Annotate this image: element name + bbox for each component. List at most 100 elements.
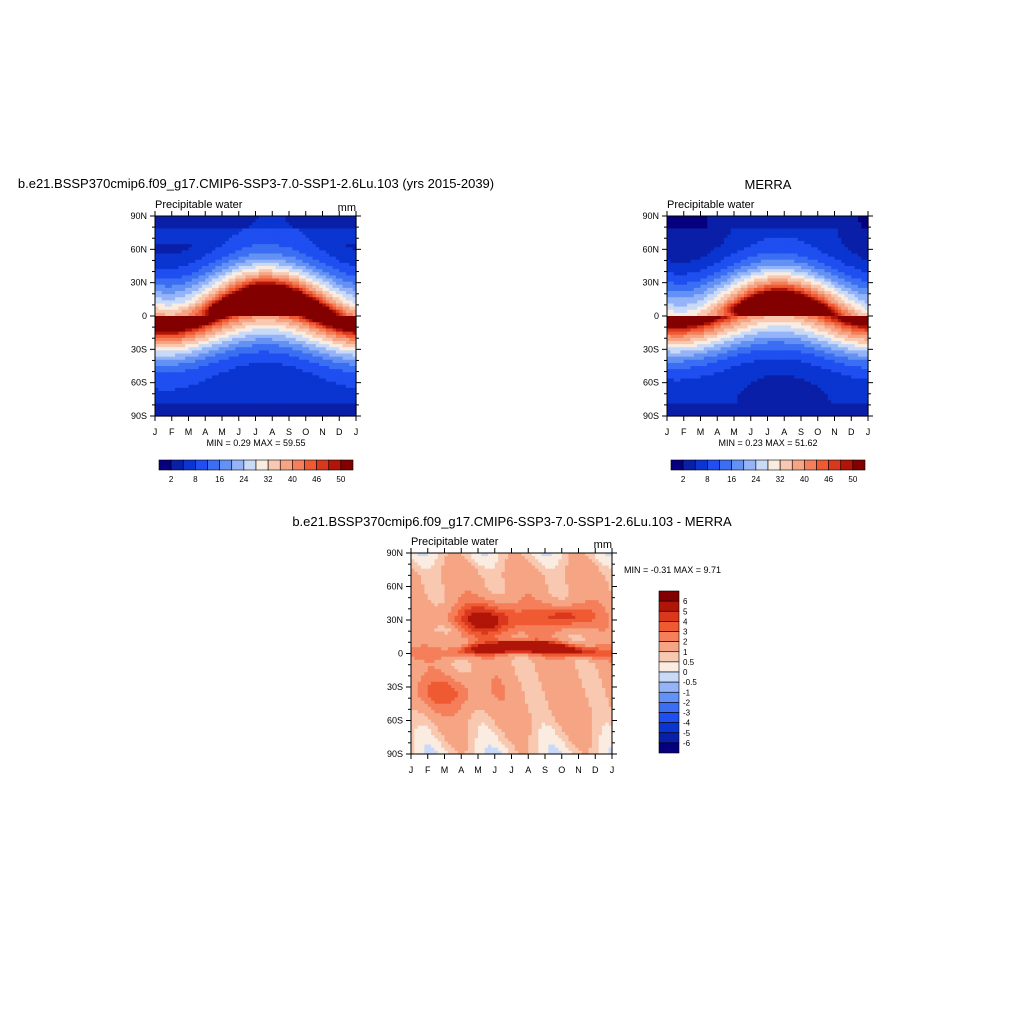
heatmap-cell xyxy=(191,259,196,264)
heatmap-cell xyxy=(265,222,270,226)
heatmap-cell xyxy=(268,384,273,389)
heatmap-cell xyxy=(339,250,344,255)
heatmap-cell xyxy=(218,241,223,245)
heatmap-cell xyxy=(228,262,233,267)
heatmap-cell xyxy=(315,391,320,395)
heatmap-cell xyxy=(208,334,213,339)
heatmap-cell xyxy=(248,387,253,392)
heatmap-cell xyxy=(181,334,186,339)
heatmap-cell xyxy=(299,266,303,270)
heatmap-cell xyxy=(252,337,257,342)
heatmap-cell xyxy=(265,244,270,248)
heatmap-cell xyxy=(312,272,317,276)
heatmap-cell xyxy=(268,362,273,367)
heatmap-cell xyxy=(258,262,263,267)
heatmap-cell xyxy=(278,256,283,261)
heatmap-cell xyxy=(295,316,300,320)
heatmap-cell xyxy=(205,272,210,276)
heatmap-cell xyxy=(191,237,196,242)
heatmap-cell xyxy=(335,319,340,323)
heatmap-cell xyxy=(155,294,159,298)
heatmap-cell xyxy=(248,219,253,223)
heatmap-cell xyxy=(222,362,226,367)
heatmap-cell xyxy=(215,284,220,289)
heatmap-cell xyxy=(175,300,180,305)
heatmap-cell xyxy=(352,341,357,345)
heatmap-cell xyxy=(181,272,186,276)
heatmap-cell xyxy=(188,366,193,370)
heatmap-cell xyxy=(175,337,180,342)
heatmap-cell xyxy=(195,247,200,251)
heatmap-cell xyxy=(312,344,317,348)
heatmap-cell xyxy=(262,237,267,242)
heatmap-cell xyxy=(262,244,267,248)
heatmap-cell xyxy=(335,322,340,326)
heatmap-cell xyxy=(342,219,347,223)
heatmap-cell xyxy=(158,300,163,305)
heatmap-cell xyxy=(322,272,327,276)
heatmap-cell xyxy=(208,247,213,251)
heatmap-cell xyxy=(335,262,340,267)
heatmap-cell xyxy=(315,262,320,267)
heatmap-cell xyxy=(201,275,206,280)
colorbar-box xyxy=(158,459,172,471)
heatmap-cell xyxy=(185,334,190,339)
heatmap-cell xyxy=(312,222,317,226)
heatmap-cell xyxy=(181,222,186,226)
heatmap-cell xyxy=(245,381,250,386)
heatmap-cell xyxy=(238,266,243,270)
heatmap-cell xyxy=(342,316,347,320)
heatmap-cell xyxy=(165,237,169,242)
heatmap-cell xyxy=(335,266,340,270)
heatmap-cell xyxy=(315,291,320,295)
heatmap-cell xyxy=(292,262,297,267)
heatmap-cell xyxy=(332,375,337,380)
heatmap-cell xyxy=(175,372,180,376)
heatmap-cell xyxy=(161,228,166,233)
heatmap-cell xyxy=(332,216,337,220)
heatmap-cell xyxy=(322,309,327,314)
heatmap-cell xyxy=(325,356,330,361)
heatmap-cell xyxy=(289,334,293,339)
heatmap-cell xyxy=(181,378,186,383)
heatmap-cell xyxy=(188,269,193,273)
heatmap-cell xyxy=(211,347,216,351)
heatmap-cell xyxy=(278,294,283,298)
heatmap-cell xyxy=(252,328,257,333)
heatmap-cell xyxy=(295,319,300,323)
heatmap-cell xyxy=(211,331,216,336)
heatmap-cell xyxy=(352,328,357,333)
heatmap-cell xyxy=(258,244,263,248)
heatmap-cell xyxy=(285,337,290,342)
heatmap-cell xyxy=(255,378,260,383)
heatmap-cell xyxy=(235,241,240,245)
heatmap-cell xyxy=(178,266,183,270)
heatmap-cell xyxy=(155,372,159,376)
heatmap-cell xyxy=(302,231,307,236)
heatmap-cell xyxy=(345,244,350,248)
heatmap-cell xyxy=(309,225,314,230)
heatmap-cell xyxy=(198,350,203,355)
heatmap-cell xyxy=(322,228,327,233)
heatmap-cell xyxy=(238,341,243,345)
heatmap-cell xyxy=(218,259,223,264)
heatmap-cell xyxy=(161,250,166,255)
heatmap-cell xyxy=(292,334,297,339)
heatmap-cell xyxy=(289,391,293,395)
heatmap-cell xyxy=(195,353,200,358)
heatmap-cell xyxy=(232,341,236,345)
heatmap-cell xyxy=(208,356,213,361)
heatmap-cell xyxy=(339,231,344,236)
heatmap-cell xyxy=(329,341,334,345)
heatmap-cell xyxy=(205,247,210,251)
heatmap-cell xyxy=(235,234,240,239)
heatmap-cell xyxy=(312,287,317,292)
heatmap-cell xyxy=(225,387,230,392)
heatmap-cell xyxy=(168,316,173,320)
heatmap-cell xyxy=(252,375,257,380)
heatmap-cell xyxy=(352,294,357,298)
heatmap-cell xyxy=(165,272,169,276)
heatmap-cell xyxy=(268,381,273,386)
heatmap-cell xyxy=(272,381,277,386)
heatmap-cell xyxy=(238,334,243,339)
